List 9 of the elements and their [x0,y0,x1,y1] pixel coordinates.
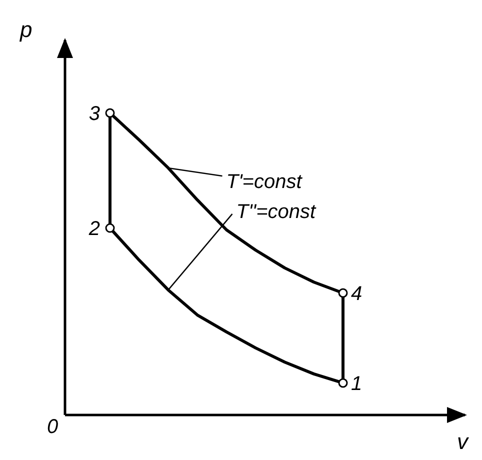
y-axis-title: p [19,17,32,42]
annotation: 4 [351,282,362,305]
text: T''=const [236,200,318,223]
annotation: 3 [88,103,100,125]
annotation: 1 [351,372,362,395]
annotation: 2 [88,218,100,240]
legend-label: T'=const [226,170,304,193]
text: 0 [47,416,58,438]
x-axis-title: v [457,429,470,454]
